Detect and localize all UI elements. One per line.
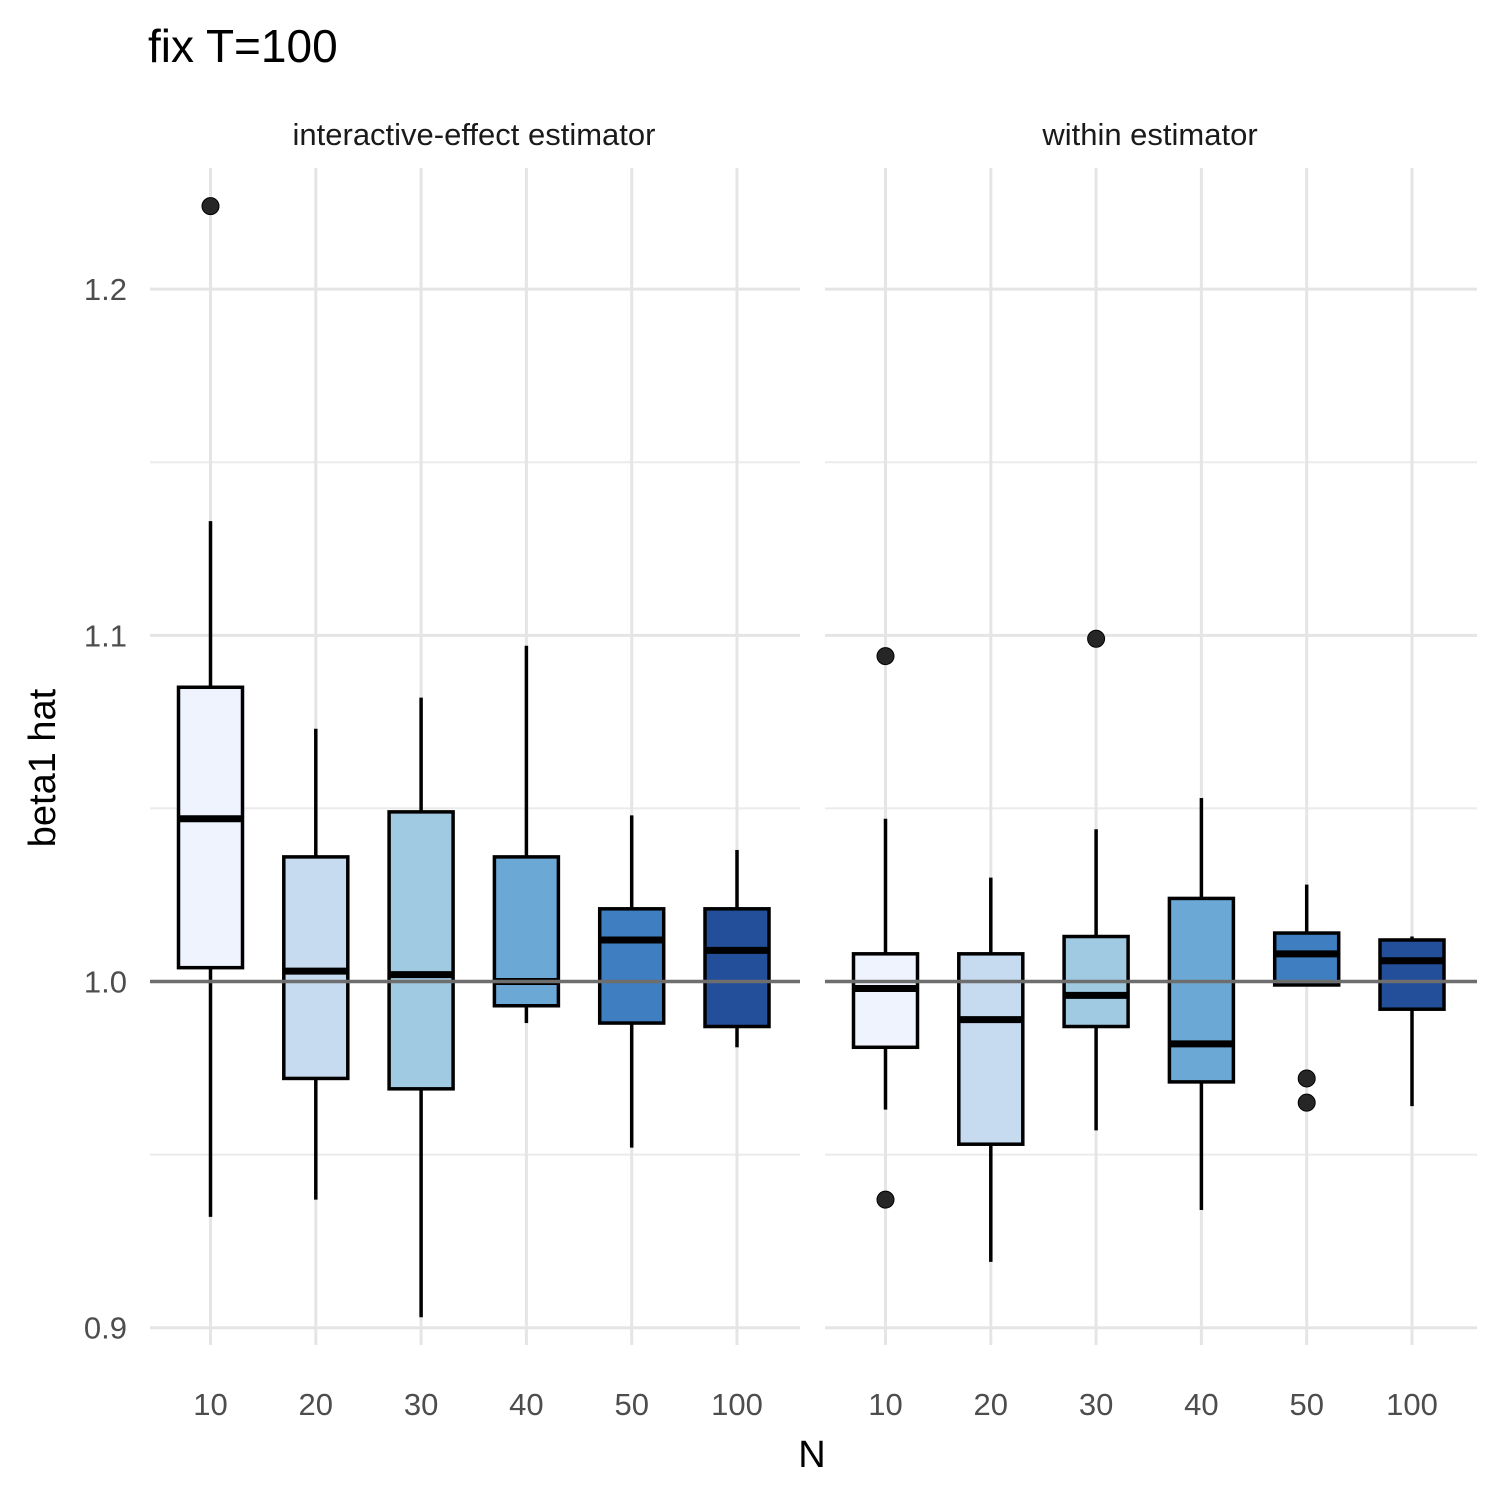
x-tick-label: 100: [1386, 1387, 1438, 1422]
x-tick-label: 30: [404, 1387, 438, 1422]
box-iqr: [597, 907, 666, 1025]
panel-label-interactive: interactive-effect estimator: [293, 117, 656, 152]
panel-within: 10 20 30 40 50 100: [825, 168, 1477, 1422]
box-20: [957, 877, 1025, 1262]
x-tick-label: 10: [868, 1387, 902, 1422]
chart-title: fix T=100: [148, 20, 338, 72]
box-40: [492, 645, 561, 1024]
box-30: [387, 697, 455, 1318]
box-50: [597, 815, 666, 1148]
box-iqr: [1272, 931, 1341, 987]
x-axis-title: N: [798, 1434, 825, 1476]
box-20: [282, 728, 350, 1200]
x-tick-label: 10: [193, 1387, 227, 1422]
box-iqr: [176, 685, 245, 970]
x-tick-label: 20: [974, 1387, 1008, 1422]
box-iqr: [957, 952, 1025, 1146]
panel-label-within: within estimator: [1041, 117, 1257, 152]
y-tick-label: 1.2: [84, 272, 127, 307]
x-tick-label: 40: [509, 1387, 543, 1422]
box-iqr: [1378, 938, 1446, 1011]
box-100: [703, 849, 771, 1048]
y-tick-label: 0.9: [84, 1311, 127, 1346]
outlier-point: [1087, 629, 1106, 648]
y-axis-title: beta1 hat: [22, 688, 64, 847]
y-axis-ticks: 0.9 1.0 1.1 1.2: [84, 272, 127, 1346]
x-tick-label: 50: [1289, 1387, 1323, 1422]
outlier-point: [1297, 1093, 1316, 1112]
outlier-point: [201, 197, 220, 216]
x-tick-label: 50: [614, 1387, 648, 1422]
box-100: [1378, 936, 1446, 1107]
outlier-point: [876, 647, 895, 666]
outlier-point: [1297, 1069, 1316, 1088]
box-40: [1167, 798, 1236, 1210]
x-tick-label: 20: [299, 1387, 333, 1422]
box-iqr: [1167, 896, 1236, 1084]
box-10: [176, 197, 245, 1217]
panel-interactive-effect: 10 20 30 40 50 100: [150, 168, 800, 1422]
box-50: [1272, 884, 1341, 1112]
y-tick-label: 1.0: [84, 965, 127, 1000]
box-iqr: [851, 952, 920, 1050]
x-tick-label: 40: [1184, 1387, 1218, 1422]
x-tick-label: 30: [1079, 1387, 1113, 1422]
box-iqr: [387, 810, 455, 1091]
box-iqr: [703, 907, 771, 1029]
y-tick-label: 1.1: [84, 618, 127, 653]
x-tick-label: 100: [711, 1387, 763, 1422]
box-10: [851, 647, 920, 1209]
outlier-point: [876, 1190, 895, 1209]
